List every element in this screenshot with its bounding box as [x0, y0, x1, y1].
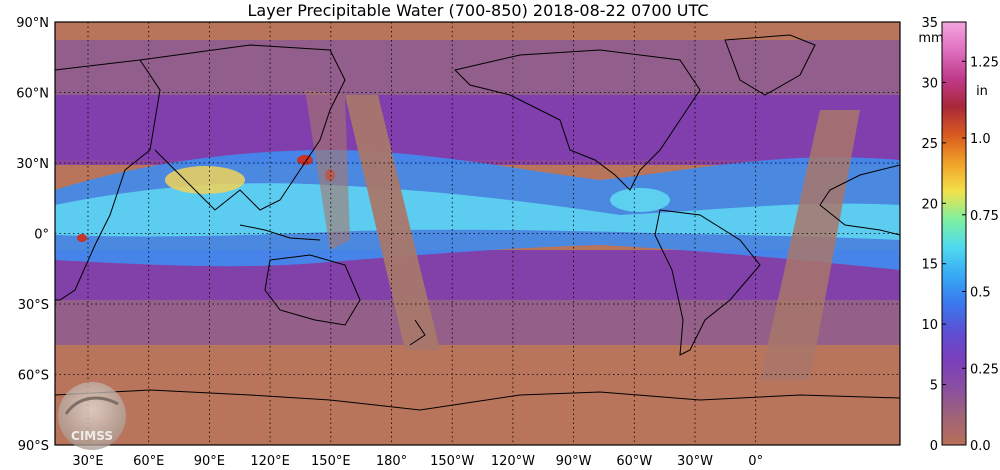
south-america-outline — [654, 209, 761, 356]
indonesia-outline — [239, 224, 321, 241]
lon-tick-label: 120°W — [491, 454, 535, 469]
lat-tick-label: 90°S — [18, 439, 49, 454]
tropical-core — [55, 183, 900, 240]
india-high-moisture — [165, 166, 245, 194]
satellite-gap-pacific — [345, 95, 440, 350]
colorbar-mm-tick-label: 30 — [921, 76, 938, 91]
asia-heavy-spot — [297, 155, 313, 165]
lat-tick-label: 0° — [34, 228, 49, 243]
colorbar-mm-ticks: 35 30 25 20 15 10 5 0 — [921, 16, 946, 454]
colorbar-in-tick-label: 0.0 — [970, 439, 991, 454]
caribbean-moist — [610, 188, 670, 212]
colorbar: mm in 35 30 25 20 15 10 5 0 1.25 1.0 0.75 0.5 0.25 0… — [918, 16, 999, 454]
satellite-gap-atlantic — [305, 90, 350, 250]
colorbar-mm-tick-label: 35 — [921, 16, 938, 31]
lon-tick-label: 60°W — [616, 454, 652, 469]
longitude-tick-labels: 30°E 60°E 90°E 120°E 150°E 180° 150°W 120°W 90°W… — [72, 454, 763, 469]
colorbar-mm-tick-label: 10 — [921, 318, 938, 333]
cimss-logo: CIMSS — [58, 382, 126, 450]
west-africa-outline — [819, 164, 900, 236]
lon-tick-label: 90°W — [556, 454, 592, 469]
colorbar-in-tick-label: 1.25 — [970, 55, 999, 70]
europe-africa-outline — [55, 59, 161, 301]
lat-tick-label: 90°N — [16, 16, 49, 31]
lon-tick-label: 60°E — [133, 454, 164, 469]
colorbar-mm-label: mm — [918, 31, 943, 46]
colorbar-gradient — [941, 21, 967, 446]
graticule — [55, 22, 900, 445]
cimss-logo-swoosh — [64, 396, 119, 415]
map-plot-area — [55, 22, 900, 445]
africa-heavy-spot — [77, 234, 87, 242]
latitude-tick-labels: 90°N 60°N 30°N 0° 30°S 60°S 90°S — [16, 16, 49, 454]
colorbar-in-tick-label: 1.0 — [970, 132, 991, 147]
lat-tick-label: 60°N — [16, 87, 49, 102]
lon-tick-label: 30°W — [677, 454, 713, 469]
north-america-outline — [454, 49, 701, 191]
satellite-gap-east-atlantic — [760, 110, 860, 380]
colorbar-in-tick-label: 0.5 — [970, 286, 991, 301]
lat-tick-label: 30°S — [18, 298, 49, 313]
colorbar-in-ticks: 1.25 1.0 0.75 0.5 0.25 0.0 — [962, 55, 999, 454]
antarctica-outline — [55, 389, 900, 411]
colorbar-in-tick-label: 0.25 — [970, 362, 999, 377]
lon-tick-label: 180° — [376, 454, 407, 469]
lon-tick-label: 120°E — [250, 454, 290, 469]
lon-tick-label: 90°E — [194, 454, 225, 469]
colorbar-in-tick-label: 0.75 — [970, 209, 999, 224]
subtropic-purple-north — [55, 95, 900, 165]
colorbar-mm-tick-label: 15 — [921, 258, 938, 273]
colorbar-in-label: in — [976, 84, 988, 99]
colorbar-mm-tick-label: 0 — [930, 439, 938, 454]
map-title: Layer Precipitable Water (700-850) 2018-… — [248, 1, 709, 20]
lat-tick-label: 60°S — [18, 369, 49, 384]
coastlines — [55, 34, 900, 411]
colorbar-mm-tick-label: 5 — [930, 379, 938, 394]
colorbar-mm-tick-label: 25 — [921, 137, 938, 152]
lon-tick-label: 0° — [748, 454, 763, 469]
greenland-outline — [724, 34, 816, 96]
new-zealand-outline — [409, 319, 426, 346]
lon-tick-label: 30°E — [72, 454, 103, 469]
colorbar-mm-tick-label: 20 — [921, 197, 938, 212]
cimss-logo-text: CIMSS — [71, 429, 113, 443]
map-frame — [54, 21, 901, 446]
lon-tick-label: 150°W — [430, 454, 474, 469]
asia-outline — [139, 44, 346, 211]
lat-tick-label: 30°N — [16, 157, 49, 172]
lon-tick-label: 150°E — [311, 454, 351, 469]
